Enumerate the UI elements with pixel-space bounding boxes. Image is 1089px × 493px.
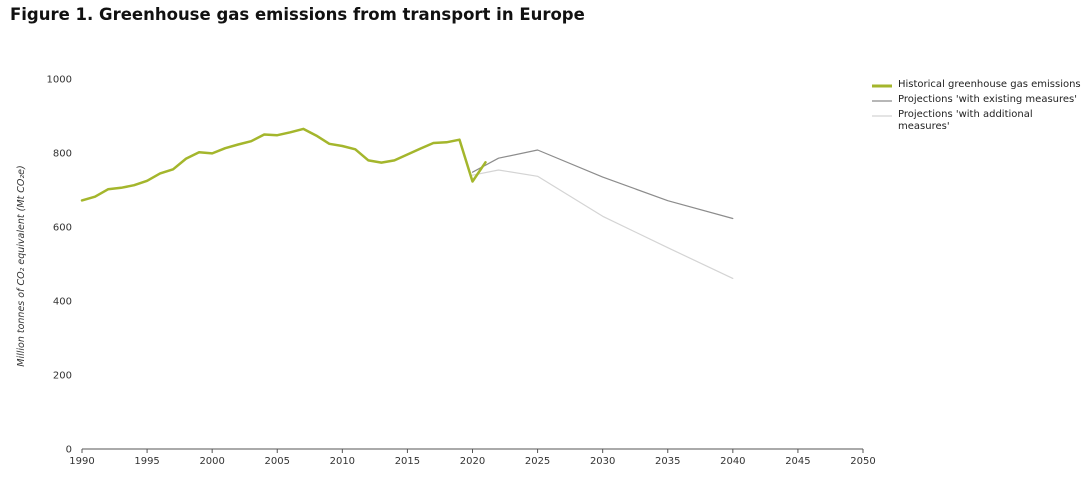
- y-tick-label: 400: [53, 297, 72, 308]
- y-tick-label: 600: [53, 223, 72, 234]
- y-axis-title-group: Million tonnes of CO₂ equivalent (Mt CO₂…: [16, 165, 27, 366]
- x-tick-label: 2000: [199, 456, 224, 467]
- legend-item[interactable]: Projections 'with additional measures': [872, 109, 1084, 133]
- x-tick-label: 2030: [590, 456, 615, 467]
- x-tick-label: 2005: [265, 456, 290, 467]
- series-line-0: [80, 127, 487, 202]
- legend-item[interactable]: Historical greenhouse gas emissions: [872, 79, 1084, 91]
- x-tick-label: 2025: [525, 456, 550, 467]
- legend: Historical greenhouse gas emissions Proje…: [872, 79, 1084, 136]
- y-tick-labels: 0 200 400 600 800 1000: [47, 75, 72, 456]
- y-tick-label: 1000: [47, 75, 72, 86]
- y-tick-label: 0: [66, 445, 72, 456]
- x-tick-label: 1995: [134, 456, 159, 467]
- legend-item[interactable]: Projections 'with existing measures': [872, 94, 1084, 106]
- x-axis: 1990 1995 2000 2005 2010 2015 2020 2025 2030 2035…: [69, 448, 876, 467]
- x-tick-label: 2040: [720, 456, 745, 467]
- series-line-2: [471, 169, 734, 279]
- legend-swatch: [872, 84, 892, 88]
- x-tick-label: 1990: [69, 456, 94, 467]
- figure-title: Figure 1. Greenhouse gas emissions from …: [10, 5, 585, 24]
- legend-label: Projections 'with additional measures': [898, 109, 1033, 132]
- y-axis-title: Million tonnes of CO₂ equivalent (Mt CO₂…: [16, 165, 27, 366]
- legend-swatch: [872, 115, 892, 117]
- legend-label: Projections 'with existing measures': [898, 94, 1077, 105]
- x-tick-label: 2015: [395, 456, 420, 467]
- y-tick-label: 800: [53, 149, 72, 160]
- legend-label: Historical greenhouse gas emissions: [898, 79, 1081, 90]
- legend-swatch: [872, 100, 892, 102]
- y-tick-label: 200: [53, 371, 72, 382]
- series-line-1: [471, 149, 734, 220]
- x-tick-label: 2035: [655, 456, 680, 467]
- series-lines: [80, 127, 734, 279]
- x-tick-label: 2050: [850, 456, 875, 467]
- x-tick-label: 2020: [460, 456, 485, 467]
- x-tick-label: 2010: [330, 456, 355, 467]
- x-tick-label: 2045: [785, 456, 810, 467]
